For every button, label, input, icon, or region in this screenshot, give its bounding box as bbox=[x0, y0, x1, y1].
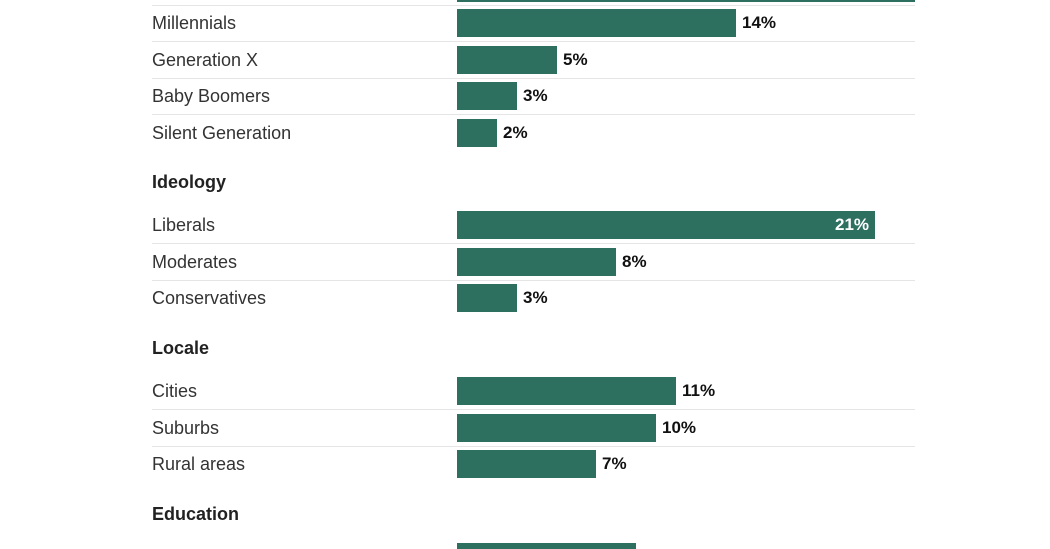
value-label: 10% bbox=[662, 418, 697, 437]
category-label: Millennials bbox=[152, 13, 237, 33]
row-divider bbox=[152, 446, 915, 447]
category-label: Generation X bbox=[152, 50, 259, 70]
bar bbox=[457, 450, 596, 478]
group-heading: Ideology bbox=[152, 172, 227, 192]
bar bbox=[457, 414, 656, 442]
bar bbox=[457, 82, 517, 110]
bar bbox=[457, 377, 676, 405]
value-label: 14% bbox=[742, 13, 777, 32]
row-divider bbox=[152, 78, 915, 79]
bar bbox=[457, 211, 875, 239]
row-divider bbox=[152, 41, 915, 42]
row-divider bbox=[152, 243, 915, 244]
group-heading: Education bbox=[152, 504, 240, 524]
value-label: 5% bbox=[563, 50, 588, 69]
value-label: 7% bbox=[602, 454, 627, 473]
row-divider bbox=[152, 114, 915, 115]
category-label: Silent Generation bbox=[152, 123, 292, 143]
value-label: 8% bbox=[622, 252, 647, 271]
bar bbox=[457, 119, 497, 147]
value-label: 21% bbox=[835, 215, 870, 234]
bar bbox=[457, 284, 517, 312]
value-label: 3% bbox=[523, 86, 548, 105]
value-label: 3% bbox=[523, 288, 548, 307]
bar bbox=[457, 543, 636, 549]
category-label: Baby Boomers bbox=[152, 86, 271, 106]
value-label: 2% bbox=[503, 123, 528, 142]
category-label: Suburbs bbox=[152, 418, 220, 438]
group-heading: Locale bbox=[152, 338, 210, 358]
row-divider bbox=[152, 409, 915, 410]
previous-bar-edge bbox=[457, 0, 915, 2]
category-label: Liberals bbox=[152, 215, 216, 235]
bar bbox=[457, 9, 736, 37]
row-divider bbox=[152, 280, 915, 281]
value-label: 11% bbox=[682, 381, 716, 400]
category-label: Rural areas bbox=[152, 454, 246, 474]
category-label: Cities bbox=[152, 381, 198, 401]
category-label: Conservatives bbox=[152, 288, 267, 308]
bar bbox=[457, 248, 616, 276]
bar bbox=[457, 46, 557, 74]
category-label: Moderates bbox=[152, 252, 238, 272]
row-divider bbox=[152, 5, 915, 6]
